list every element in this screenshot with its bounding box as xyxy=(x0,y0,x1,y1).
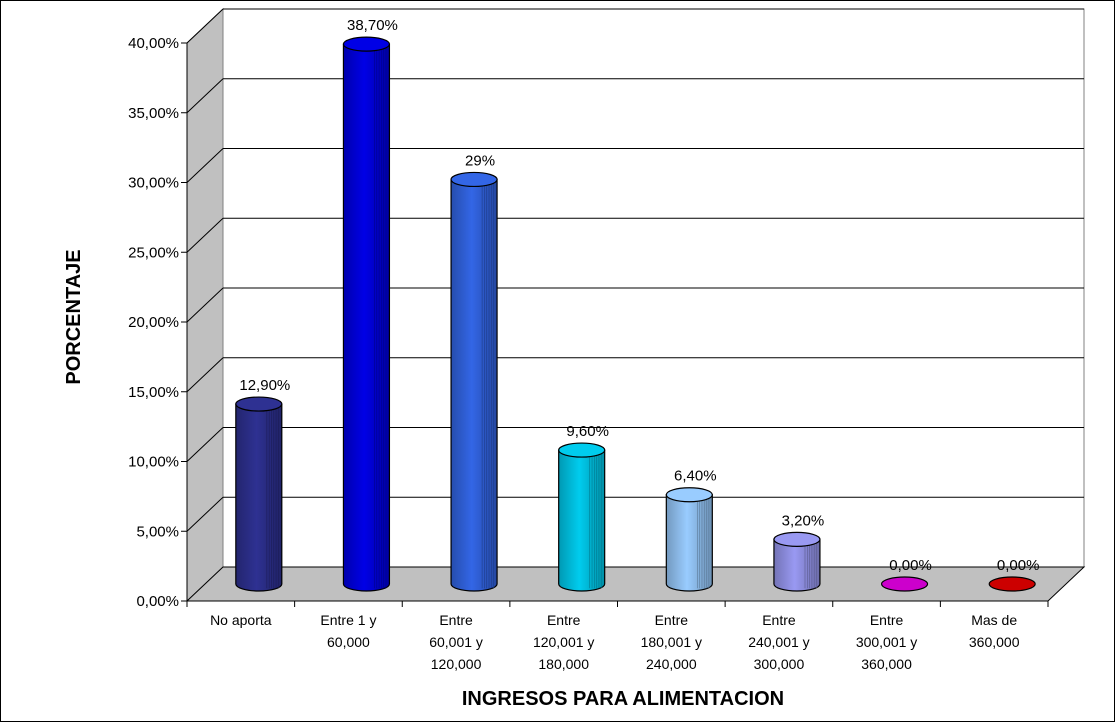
y-tick-label: 35,00% xyxy=(128,105,179,122)
y-axis-label: PORCENTAJE xyxy=(63,249,85,384)
chart-walls xyxy=(185,7,1086,603)
bar-body xyxy=(665,494,713,592)
gridline-side xyxy=(186,287,224,323)
category-label: 180,001 y xyxy=(641,634,703,650)
category-label: 60,001 y xyxy=(429,634,483,650)
category-label: 360,000 xyxy=(861,656,912,672)
data-label: 38,70% xyxy=(347,17,398,34)
bar-body xyxy=(558,449,606,592)
y-tick-label: 40,00% xyxy=(128,35,179,52)
category-label: Mas de xyxy=(971,612,1017,628)
category-label: Entre xyxy=(655,612,689,628)
bar-body xyxy=(235,403,283,592)
bar-top xyxy=(665,487,713,503)
data-label: 3,20% xyxy=(782,512,825,529)
bar-3 xyxy=(558,442,606,592)
gridline-side xyxy=(186,78,224,114)
category-label: 120,001 y xyxy=(533,634,595,650)
category-label: Entre xyxy=(870,612,904,628)
y-tick-label: 15,00% xyxy=(128,384,179,401)
gridline-side xyxy=(186,357,224,393)
gridline-side xyxy=(186,217,224,253)
data-label: 0,00% xyxy=(889,557,932,574)
floor xyxy=(185,566,1086,602)
bar-1 xyxy=(342,36,391,592)
bar-6 xyxy=(880,576,929,592)
category-label: 120,000 xyxy=(431,656,482,672)
x-axis-label: INGRESOS PARA ALIMENTACION xyxy=(462,688,784,710)
bar-4 xyxy=(665,487,713,592)
bars xyxy=(235,36,1036,592)
y-tick-label: 20,00% xyxy=(128,314,179,331)
bar-body xyxy=(773,538,821,592)
bar-top xyxy=(450,171,498,188)
category-label: Entre 1 y xyxy=(320,612,376,628)
data-label: 6,40% xyxy=(674,468,717,485)
gridline-side xyxy=(186,8,224,44)
category-label: 300,001 y xyxy=(856,634,918,650)
bar-top xyxy=(558,442,606,458)
bar-7 xyxy=(988,576,1036,592)
gridline-side xyxy=(186,148,224,183)
category-label: Entre xyxy=(547,612,581,628)
data-label: 0,00% xyxy=(997,557,1040,574)
bar-5 xyxy=(773,531,821,592)
category-label: 240,001 y xyxy=(748,634,810,650)
category-label: Entre xyxy=(439,612,473,628)
bar-0 xyxy=(235,396,283,592)
category-label: No aporta xyxy=(210,612,272,628)
bar-top xyxy=(342,36,391,52)
data-label: 9,60% xyxy=(566,423,609,440)
bar-body xyxy=(342,43,391,592)
bar-top xyxy=(773,531,821,547)
data-labels: 12,90% 38,70% 29% 9,60% 6,40% 3,20% 0,00% 0,00% xyxy=(239,17,1039,574)
x-axis-categories: No aporta Entre 1 y 60,000 Entre 60,001 y 120… xyxy=(186,601,1049,672)
y-tick-label: 5,00% xyxy=(136,523,179,540)
category-label: 180,000 xyxy=(538,656,589,672)
category-label: 300,000 xyxy=(754,656,805,672)
category-label: 360,000 xyxy=(969,634,1020,650)
bar-top xyxy=(880,576,929,592)
y-tick-label: 0,00% xyxy=(136,593,179,610)
y-axis-ticks: 0,00% 5,00% 10,00% 15,00% 20,00% 25,00% 30,00%… xyxy=(128,35,188,610)
data-label: 12,90% xyxy=(239,377,290,394)
bar-top xyxy=(235,396,283,412)
gridline-side xyxy=(186,427,224,462)
bar-body xyxy=(450,178,498,592)
category-label: 240,000 xyxy=(646,656,697,672)
category-label: Entre xyxy=(762,612,796,628)
y-tick-label: 30,00% xyxy=(128,175,179,192)
category-label: 60,000 xyxy=(327,634,370,650)
bar-top xyxy=(988,576,1036,592)
y-tick-label: 25,00% xyxy=(128,244,179,261)
y-tick-label: 10,00% xyxy=(128,454,179,471)
gridline-side xyxy=(186,496,224,532)
data-label: 29% xyxy=(465,152,495,169)
bar-2 xyxy=(450,171,498,592)
